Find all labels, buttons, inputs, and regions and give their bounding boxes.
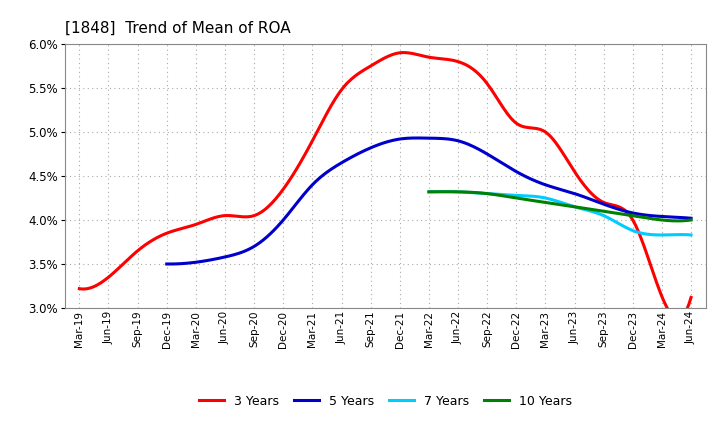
10 Years	[586, 206, 595, 212]
5 Years	[608, 205, 616, 210]
5 Years	[164, 261, 173, 267]
5 Years	[687, 216, 696, 221]
5 Years	[413, 136, 422, 141]
3 Years	[631, 223, 640, 228]
Line: 3 Years: 3 Years	[79, 53, 691, 319]
5 Years	[166, 261, 174, 267]
7 Years	[586, 208, 595, 213]
7 Years	[582, 207, 590, 213]
10 Years	[426, 189, 434, 194]
3 Years	[439, 56, 448, 62]
3 Years	[77, 286, 86, 292]
5 Years	[641, 213, 649, 218]
7 Years	[687, 232, 696, 238]
3 Years	[451, 59, 460, 64]
Line: 5 Years: 5 Years	[167, 138, 691, 264]
10 Years	[647, 216, 655, 221]
7 Years	[438, 189, 447, 194]
7 Years	[657, 232, 665, 238]
5 Years	[163, 261, 171, 267]
7 Years	[664, 232, 672, 238]
3 Years	[441, 57, 450, 62]
3 Years	[687, 295, 696, 300]
10 Years	[580, 206, 589, 211]
3 Years	[75, 286, 84, 291]
7 Years	[426, 189, 434, 194]
3 Years	[593, 196, 601, 201]
Legend: 3 Years, 5 Years, 7 Years, 10 Years: 3 Years, 5 Years, 7 Years, 10 Years	[194, 390, 577, 413]
Text: [1848]  Trend of Mean of ROA: [1848] Trend of Mean of ROA	[65, 21, 290, 36]
7 Years	[647, 232, 655, 237]
10 Years	[687, 217, 696, 223]
Line: 10 Years: 10 Years	[429, 192, 691, 221]
10 Years	[672, 218, 681, 224]
5 Years	[487, 154, 495, 159]
7 Years	[580, 207, 589, 212]
5 Years	[478, 149, 487, 154]
10 Years	[425, 189, 433, 194]
7 Years	[425, 189, 433, 194]
5 Years	[477, 148, 485, 153]
3 Years	[398, 50, 407, 55]
Line: 7 Years: 7 Years	[429, 191, 691, 235]
10 Years	[582, 206, 590, 211]
10 Years	[442, 189, 451, 194]
3 Years	[675, 316, 683, 321]
10 Years	[663, 218, 672, 223]
